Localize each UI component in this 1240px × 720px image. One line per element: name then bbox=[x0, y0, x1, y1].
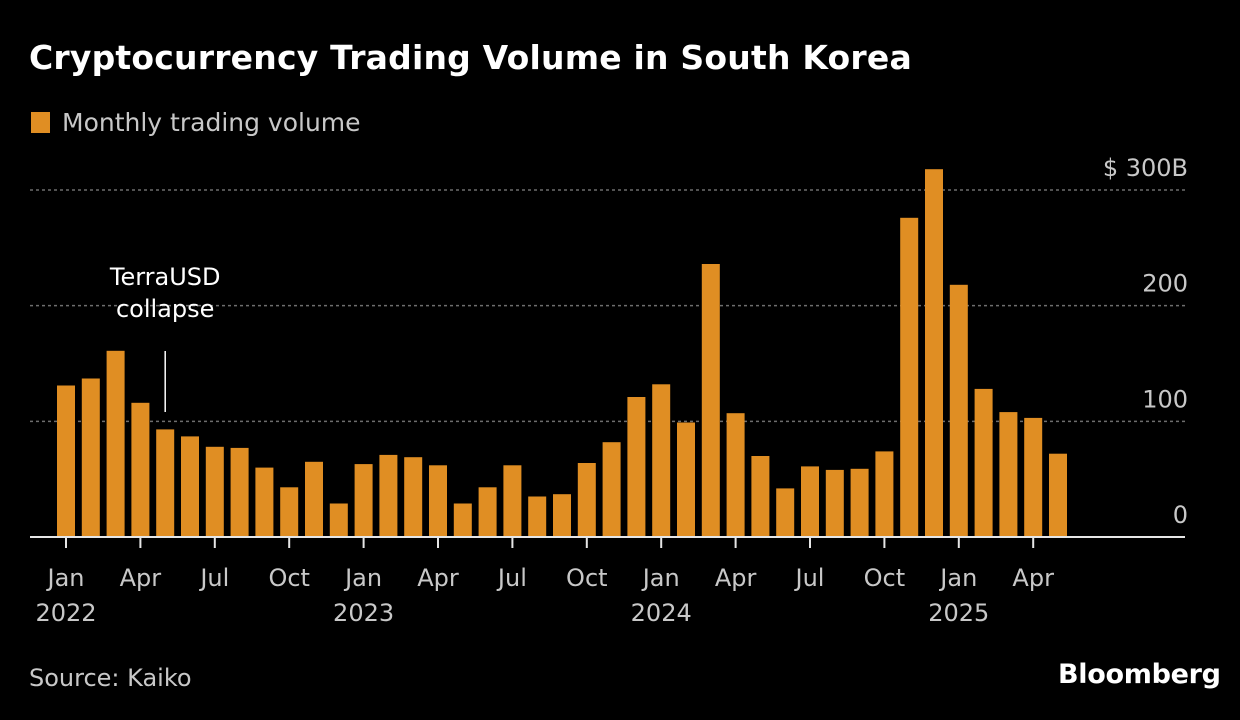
x-tick-label: Oct bbox=[566, 564, 608, 592]
annotation-text: TerraUSD bbox=[109, 263, 221, 291]
legend-label: Monthly trading volume bbox=[62, 108, 361, 137]
chart-title: Cryptocurrency Trading Volume in South K… bbox=[29, 38, 912, 77]
bar bbox=[701, 264, 720, 537]
bar bbox=[776, 488, 795, 537]
x-tick-label: Jul bbox=[496, 564, 527, 592]
bar bbox=[801, 466, 819, 537]
bar bbox=[652, 384, 671, 537]
bar bbox=[453, 503, 472, 537]
bar bbox=[305, 461, 323, 537]
bar bbox=[949, 284, 968, 537]
bar bbox=[900, 217, 919, 538]
bar bbox=[106, 350, 125, 537]
x-year-label: 2024 bbox=[631, 599, 692, 627]
y-tick-label: 100 bbox=[1142, 385, 1188, 413]
bar bbox=[131, 402, 150, 537]
x-tick-label: Apr bbox=[120, 564, 162, 592]
bar bbox=[577, 463, 596, 537]
x-tick-label: Jan bbox=[938, 564, 977, 592]
bar bbox=[825, 469, 844, 537]
bar bbox=[429, 465, 447, 537]
x-tick-label: Jan bbox=[343, 564, 382, 592]
bar bbox=[354, 464, 373, 537]
bar bbox=[602, 442, 621, 537]
bar bbox=[751, 456, 770, 537]
bar bbox=[1024, 417, 1043, 537]
annotation-text: collapse bbox=[116, 295, 214, 323]
bar bbox=[478, 487, 497, 537]
bar bbox=[677, 422, 695, 537]
legend-swatch bbox=[31, 112, 50, 133]
x-year-label: 2025 bbox=[928, 599, 989, 627]
bar bbox=[726, 413, 745, 537]
bar bbox=[1049, 453, 1067, 537]
x-tick-label: Oct bbox=[268, 564, 310, 592]
bar bbox=[57, 385, 75, 537]
x-year-label: 2023 bbox=[333, 599, 394, 627]
bar bbox=[553, 494, 571, 537]
bar bbox=[205, 446, 224, 537]
legend: Monthly trading volume bbox=[31, 108, 361, 137]
x-tick-label: Jan bbox=[641, 564, 680, 592]
bar bbox=[379, 454, 398, 537]
bar bbox=[528, 496, 547, 537]
bar bbox=[627, 397, 646, 537]
bar bbox=[81, 378, 100, 537]
x-tick-label: Jul bbox=[794, 564, 825, 592]
x-axis: Jan 2022 Apr Jul Oct Jan 2023 Apr Jul Oct Jan 2024 A… bbox=[30, 536, 1185, 627]
annotation: TerraUSD collapse bbox=[109, 263, 221, 412]
x-year-label: 2022 bbox=[35, 599, 96, 627]
bar bbox=[329, 503, 348, 537]
bar bbox=[230, 447, 249, 537]
bar bbox=[255, 467, 274, 537]
bar bbox=[503, 465, 522, 537]
bar bbox=[999, 412, 1018, 537]
y-axis-labels: 0 100 200 $ 300B bbox=[1103, 154, 1188, 529]
bars bbox=[57, 169, 1067, 538]
bar bbox=[156, 429, 175, 537]
source-note: Source: Kaiko bbox=[29, 664, 192, 692]
bar bbox=[974, 388, 993, 537]
y-tick-label: 0 bbox=[1173, 501, 1188, 529]
bar bbox=[850, 468, 869, 537]
x-tick-label: Jul bbox=[198, 564, 229, 592]
y-tick-label: $ 300B bbox=[1103, 154, 1188, 182]
bar bbox=[404, 457, 423, 537]
x-tick-label: Jan bbox=[46, 564, 85, 592]
bar bbox=[280, 487, 299, 537]
x-tick-label: Apr bbox=[1012, 564, 1054, 592]
y-tick-label: 200 bbox=[1142, 270, 1188, 298]
x-tick-label: Oct bbox=[864, 564, 906, 592]
bar bbox=[925, 169, 943, 537]
bloomberg-logo: Bloomberg bbox=[1058, 659, 1221, 690]
bar bbox=[875, 451, 894, 537]
x-tick-label: Apr bbox=[715, 564, 757, 592]
x-tick-label: Apr bbox=[417, 564, 459, 592]
bar bbox=[181, 436, 199, 537]
